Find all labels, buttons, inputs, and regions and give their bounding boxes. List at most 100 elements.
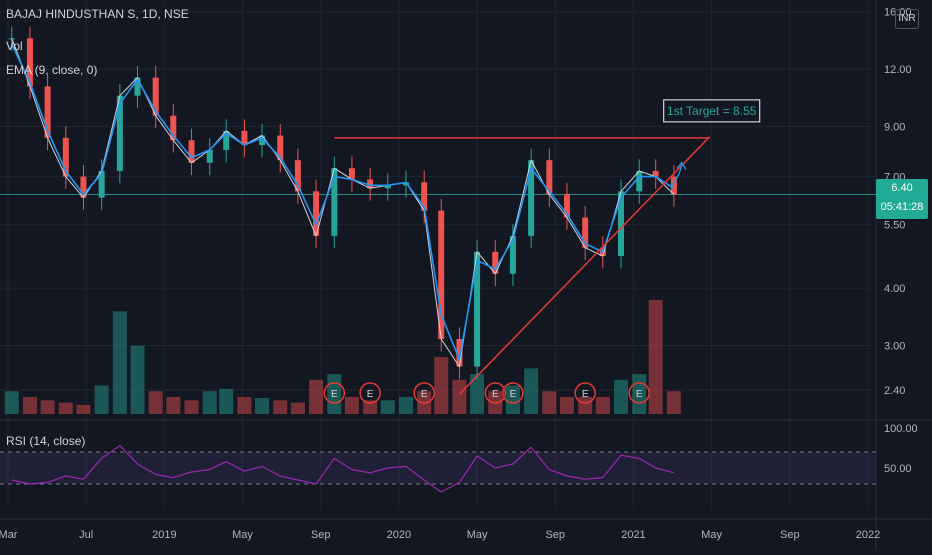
volume-bar	[76, 404, 91, 414]
price-axis-tick: 4.00	[884, 283, 905, 295]
rsi-axis-tick: 50.00	[884, 463, 912, 475]
time-axis: Mar Jul 2019 May Sep 2020 May Sep 2021 May Sep 2022	[0, 529, 880, 541]
price-line	[11, 38, 675, 368]
candle-body	[259, 135, 266, 146]
candle-body	[456, 339, 463, 367]
time-axis-tick: Sep	[311, 529, 331, 541]
currency-badge[interactable]: INR	[895, 9, 919, 29]
candle-body	[277, 135, 284, 161]
rsi-pane	[0, 451, 876, 485]
volume-bar	[614, 379, 629, 414]
volume-bar	[398, 396, 413, 414]
volume-bar	[40, 400, 55, 414]
volume-bar	[290, 402, 305, 414]
candle-body	[223, 130, 230, 150]
volume-bar	[255, 398, 270, 414]
candle-body	[241, 130, 248, 146]
time-axis-tick: May	[701, 529, 722, 541]
projection-arrow	[669, 164, 683, 188]
volume-bar	[58, 402, 73, 414]
time-axis-tick: 2022	[856, 529, 880, 541]
candle-body	[402, 182, 409, 186]
candle-body	[152, 77, 159, 116]
target-box	[663, 99, 761, 123]
volume-bar	[344, 396, 359, 414]
price-axis: 16.0012.009.007.005.504.003.002.40100.00…	[884, 7, 918, 475]
support-trendline	[458, 136, 711, 395]
volume-bar	[309, 379, 324, 414]
price-axis-tick: 2.40	[884, 385, 905, 397]
target-annotation: 1st Target = 8.55	[663, 99, 761, 123]
earnings-marker	[413, 382, 435, 404]
candle-body	[384, 185, 391, 189]
candle-body	[563, 194, 570, 218]
volume-bar	[219, 388, 234, 414]
earnings-marker-label: E	[331, 389, 338, 400]
earnings-marker	[484, 382, 507, 404]
candle-body	[492, 251, 499, 274]
volume-bar	[166, 396, 181, 414]
time-axis-tick: 2019	[152, 529, 176, 541]
volume-bar	[4, 391, 19, 414]
volume-legend: Vol	[6, 39, 23, 53]
candle-body	[474, 251, 481, 367]
target-label: 1st Target = 8.55	[667, 104, 757, 118]
grid-lines	[0, 0, 876, 508]
volume-bar	[648, 300, 663, 414]
candle-body	[170, 115, 177, 141]
earnings-marker-label: E	[582, 389, 589, 400]
rsi-line	[11, 445, 675, 493]
volume-bar	[470, 374, 485, 414]
candle-body	[421, 182, 428, 211]
time-axis-tick: 2020	[387, 529, 411, 541]
volume-bar	[452, 379, 467, 414]
volume-bar	[112, 311, 127, 414]
candle-body	[670, 176, 677, 195]
candle-body	[636, 170, 643, 192]
volume-bar	[273, 400, 288, 414]
candle-body	[294, 160, 301, 192]
candle-body	[206, 149, 213, 163]
earnings-marker	[323, 382, 346, 404]
bar-countdown: 05:41:28	[880, 201, 924, 213]
rsi-band-fill	[0, 452, 876, 484]
candle-body	[582, 217, 589, 248]
candle-body	[618, 191, 625, 257]
volume-bar	[148, 391, 163, 414]
candle-body	[348, 168, 355, 180]
volume-bar	[524, 368, 539, 414]
candle-body	[188, 140, 195, 163]
time-axis-tick: Jul	[79, 529, 93, 541]
volume-bar	[666, 391, 681, 414]
rsi-axis-tick: 100.00	[884, 423, 918, 435]
candle-body	[367, 179, 374, 189]
price-axis-tick: 5.50	[884, 220, 905, 232]
projection-arrowhead	[676, 161, 687, 170]
price-candles	[8, 26, 677, 379]
volume-bars	[4, 300, 681, 414]
volume-bar	[237, 396, 252, 414]
candle-body	[331, 168, 338, 236]
earnings-marker-label: E	[367, 389, 374, 400]
time-axis-tick: 2021	[621, 529, 645, 541]
last-price-value: 6.40	[891, 182, 913, 194]
candle-body	[313, 191, 320, 236]
candle-body	[134, 77, 141, 96]
price-axis-tick: 3.00	[884, 341, 905, 353]
rsi-legend: RSI (14, close)	[6, 434, 86, 448]
volume-bar	[184, 400, 199, 414]
earnings-marker	[502, 382, 524, 404]
earnings-marker	[628, 382, 650, 404]
candle-body	[546, 160, 553, 195]
time-axis-tick: Mar	[0, 529, 18, 541]
volume-bar	[559, 396, 574, 414]
time-axis-tick: May	[467, 529, 488, 541]
candle-body	[98, 170, 105, 198]
volume-bar	[380, 400, 395, 414]
volume-bar	[22, 396, 37, 414]
price-axis-tick: 9.00	[884, 121, 905, 133]
volume-bar	[578, 396, 593, 414]
